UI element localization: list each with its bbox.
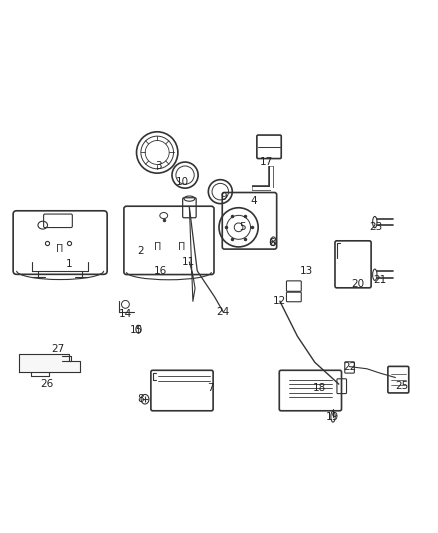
Text: 4: 4 bbox=[251, 196, 257, 206]
Text: 25: 25 bbox=[395, 381, 408, 391]
Text: 14: 14 bbox=[119, 309, 132, 319]
Text: 11: 11 bbox=[182, 257, 195, 267]
Text: 22: 22 bbox=[343, 361, 356, 372]
Text: 9: 9 bbox=[220, 192, 226, 202]
Text: П: П bbox=[153, 242, 161, 252]
Text: 8: 8 bbox=[138, 394, 144, 404]
Text: 26: 26 bbox=[40, 379, 54, 389]
Text: П: П bbox=[178, 242, 186, 252]
Text: 27: 27 bbox=[51, 344, 64, 354]
Polygon shape bbox=[19, 353, 80, 372]
Text: 10: 10 bbox=[176, 176, 189, 187]
Text: П: П bbox=[57, 244, 64, 254]
Text: 19: 19 bbox=[325, 411, 339, 422]
Text: 12: 12 bbox=[273, 296, 286, 306]
Text: 23: 23 bbox=[369, 222, 382, 232]
Text: 6: 6 bbox=[268, 238, 275, 247]
Text: 2: 2 bbox=[138, 246, 144, 256]
Text: 1: 1 bbox=[66, 260, 72, 269]
Text: 21: 21 bbox=[374, 274, 387, 285]
Text: 20: 20 bbox=[352, 279, 365, 289]
Text: 5: 5 bbox=[240, 222, 246, 232]
Text: 3: 3 bbox=[155, 161, 161, 172]
Text: 18: 18 bbox=[312, 383, 326, 393]
Text: 13: 13 bbox=[300, 266, 313, 276]
Text: 16: 16 bbox=[154, 266, 167, 276]
Text: 15: 15 bbox=[130, 325, 143, 335]
Text: 7: 7 bbox=[207, 383, 214, 393]
Text: 24: 24 bbox=[217, 307, 230, 317]
Text: 17: 17 bbox=[260, 157, 273, 167]
